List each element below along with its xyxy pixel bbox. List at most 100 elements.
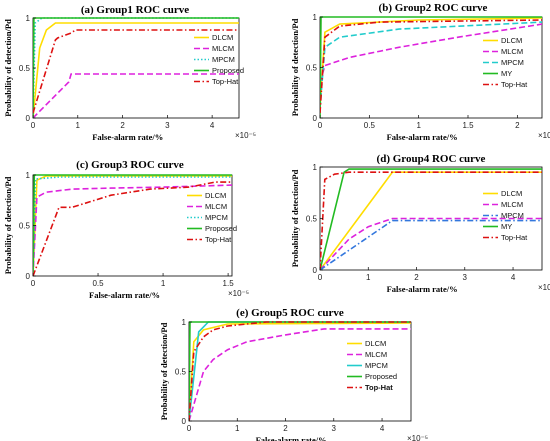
- series-line-mpcm: [320, 21, 542, 108]
- series-line-top-hat: [33, 181, 232, 276]
- chart-title: (d) Group4 ROC curve: [377, 153, 486, 165]
- x-axis-label: False-alarm rate/%: [92, 132, 163, 142]
- x-tick-label: 1: [366, 273, 371, 282]
- legend-label: MPCM: [212, 55, 235, 64]
- legend-label: DLCM: [205, 191, 226, 200]
- x-tick-label: 1: [235, 424, 240, 433]
- x-exponent-label: ×10⁻⁵: [235, 131, 256, 140]
- legend-label: Top-Hat: [365, 383, 393, 392]
- legend-label: Top-Hat: [501, 233, 528, 242]
- roc-panel-5: (e) Group5 ROC curve 0 1 2 3 4 0 0.5 1 ×10⁻⁵ False…: [159, 307, 428, 441]
- x-tick-label: 0: [318, 121, 323, 130]
- roc-panel-1: (a) Group1 ROC curve 0 1 2 3 4 0 0.5 1 ×10⁻⁵ False…: [3, 4, 256, 142]
- series-line-mpcm: [33, 176, 232, 276]
- x-tick-label: 2: [515, 121, 520, 130]
- legend-label: Proposed: [212, 66, 244, 75]
- x-tick-label: 0: [318, 273, 323, 282]
- y-tick-label: 0: [182, 417, 187, 426]
- y-axis-label: Probability of detection/Pd: [159, 322, 169, 420]
- legend: DLCM MLCM MPCM Proposed Top-Hat: [347, 339, 397, 392]
- y-axis-label: Probability of detection/Pd: [290, 18, 300, 116]
- y-tick-label: 1: [182, 318, 187, 327]
- legend-label: MLCM: [212, 44, 234, 53]
- y-tick-label: 1: [313, 163, 318, 172]
- legend-label: DLCM: [501, 36, 522, 45]
- x-tick-label: 2: [120, 121, 125, 130]
- series-line-top-hat: [320, 171, 542, 270]
- series-line-dlcm: [33, 22, 239, 118]
- legend-label: MY: [501, 69, 512, 78]
- plot-area: [32, 17, 240, 119]
- x-exponent-label: ×10⁻⁵: [538, 283, 550, 292]
- legend-label: MLCM: [501, 200, 523, 209]
- series-line-top-hat: [320, 19, 542, 114]
- y-tick-label: 0: [26, 272, 31, 281]
- chart-title: (e) Group5 ROC curve: [236, 307, 344, 319]
- series-line-mpcm: [33, 17, 239, 118]
- x-tick-label: 1: [416, 121, 421, 130]
- series-line-top-hat: [189, 321, 411, 421]
- series-line-mpcm: [320, 219, 542, 270]
- x-tick-label: 2: [283, 424, 288, 433]
- legend-label: Proposed: [205, 224, 237, 233]
- x-tick-label: 0.5: [92, 279, 104, 288]
- y-axis-label: Probability of detection/Pd: [3, 176, 13, 274]
- plot-area: [188, 321, 412, 422]
- y-tick-label: 0.5: [19, 222, 31, 231]
- legend-label: MPCM: [501, 211, 524, 220]
- x-tick-label: 1: [76, 121, 81, 130]
- x-axis-label: False-alarm rate/%: [387, 132, 458, 142]
- y-axis-label: Probability of detection/Pd: [290, 169, 300, 267]
- legend-label: MPCM: [501, 58, 524, 67]
- legend-label: Proposed: [365, 372, 397, 381]
- legend: DLCM MLCM MPCM Proposed Top-Hat: [187, 191, 237, 244]
- series-line-mlcm: [320, 217, 542, 270]
- x-exponent-label: ×10⁻⁵: [538, 131, 550, 140]
- x-tick-label: 3: [332, 424, 337, 433]
- y-tick-label: 1: [26, 14, 31, 23]
- chart-title: (b) Group2 ROC curve: [379, 2, 488, 14]
- roc-panel-2: (b) Group2 ROC curve 0 0.5 1 1.5 2 0 0.5 1 ×10⁻⁵ F…: [290, 2, 550, 142]
- chart-title: (c) Group3 ROC curve: [76, 159, 184, 171]
- legend-label: Top-Hat: [212, 77, 239, 86]
- x-axis-label: False-alarm rate/%: [89, 290, 160, 300]
- x-tick-label: 3: [463, 273, 468, 282]
- legend-label: MPCM: [365, 361, 388, 370]
- series-line-mlcm: [189, 328, 411, 421]
- y-tick-label: 1: [26, 171, 31, 180]
- y-tick-label: 0: [26, 114, 31, 123]
- x-exponent-label: ×10⁻⁵: [228, 289, 249, 298]
- x-tick-label: 2: [414, 273, 419, 282]
- legend-label: DLCM: [212, 33, 233, 42]
- plot-area: [32, 174, 233, 277]
- x-tick-label: 0: [31, 121, 36, 130]
- roc-panel-3: (c) Group3 ROC curve 0 0.5 1 1.5 0 0.5 1 ×10⁻⁵ Fa…: [3, 159, 249, 300]
- legend-label: MLCM: [205, 202, 227, 211]
- x-tick-label: 0.5: [364, 121, 376, 130]
- x-tick-label: 0: [187, 424, 192, 433]
- y-tick-label: 0.5: [175, 368, 187, 377]
- x-tick-label: 4: [380, 424, 385, 433]
- y-tick-label: 0.5: [19, 64, 31, 73]
- legend: DLCM MLCM MPCM MY Top-Hat: [483, 36, 528, 89]
- chart-title: (a) Group1 ROC curve: [81, 4, 189, 16]
- series-line-my: [320, 168, 542, 270]
- x-tick-label: 1: [161, 279, 166, 288]
- legend-label: Top-Hat: [501, 80, 528, 89]
- legend-label: DLCM: [501, 189, 522, 198]
- x-axis-label: False-alarm rate/%: [256, 435, 327, 441]
- x-tick-label: 1.5: [462, 121, 474, 130]
- y-tick-label: 1: [313, 13, 318, 22]
- legend-label: Top-Hat: [205, 235, 232, 244]
- plot-area: [319, 16, 543, 119]
- x-axis-label: False-alarm rate/%: [387, 284, 458, 294]
- legend: DLCM MLCM MPCM MY Top-Hat: [483, 189, 528, 242]
- legend: DLCM MLCM MPCM Proposed Top-Hat: [194, 33, 244, 86]
- legend-label: MLCM: [501, 47, 523, 56]
- y-tick-label: 0: [313, 114, 318, 123]
- y-tick-label: 0.5: [306, 215, 318, 224]
- x-tick-label: 4: [511, 273, 516, 282]
- series-line-mlcm: [33, 73, 239, 118]
- y-tick-label: 0.5: [306, 64, 318, 73]
